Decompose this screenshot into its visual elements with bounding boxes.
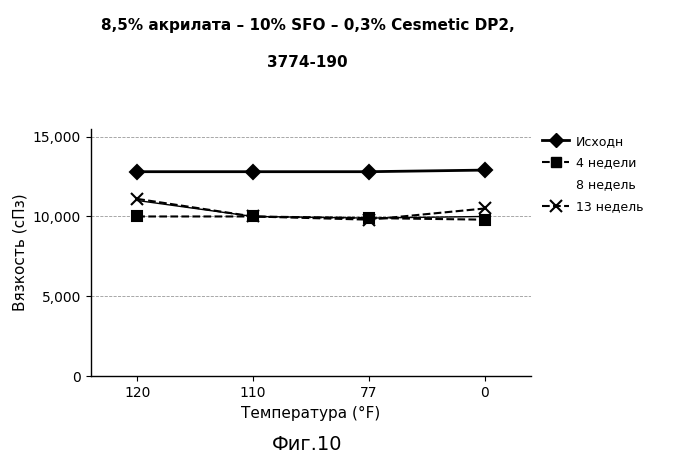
Y-axis label: Вязкость (сПз): Вязкость (сПз) — [13, 194, 27, 311]
Legend: Исходн, 4 недели, 8 недель, 13 недель: Исходн, 4 недели, 8 недель, 13 недель — [542, 135, 643, 213]
Text: 8,5% акрилата – 10% SFO – 0,3% Cesmetic DP2,: 8,5% акрилата – 10% SFO – 0,3% Cesmetic … — [101, 18, 514, 34]
X-axis label: Температура (°F): Температура (°F) — [241, 406, 381, 420]
Text: 3774-190: 3774-190 — [267, 55, 348, 70]
Text: Фиг.10: Фиг.10 — [273, 436, 343, 454]
